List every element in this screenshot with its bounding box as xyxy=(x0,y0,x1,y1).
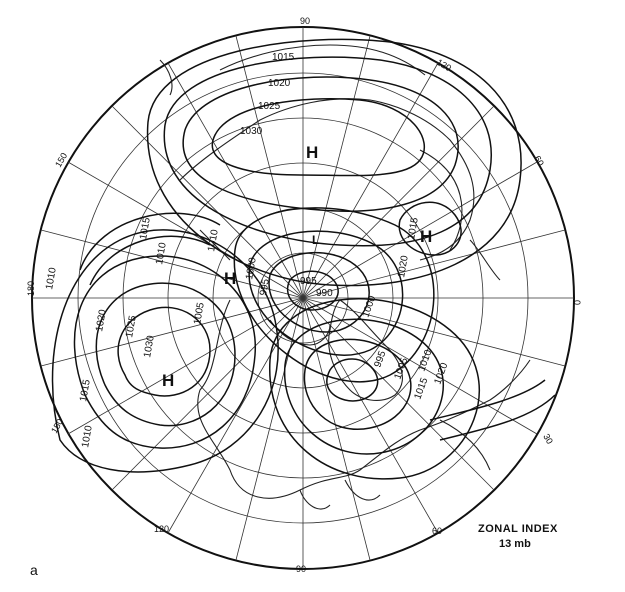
pressure-centers: H H H H L xyxy=(162,143,432,390)
isobar-label: 1000 xyxy=(244,256,259,280)
isobar-label: 1015 xyxy=(78,378,93,402)
zonal-index-subtitle: 13 mb xyxy=(499,538,531,550)
isobar-label: 995 xyxy=(258,278,272,297)
isobar-label: 995 xyxy=(300,276,317,287)
panel-label: a xyxy=(30,562,38,578)
high-center-pacific: H xyxy=(306,143,318,162)
high-center-west: H xyxy=(162,371,174,390)
coastlines xyxy=(159,44,531,510)
isobar-label: 1005 xyxy=(192,301,207,325)
isobar-label: 1020 xyxy=(268,78,291,89)
isobar-label: 1010 xyxy=(80,424,95,448)
isobars xyxy=(51,38,556,480)
isobar-label: 990 xyxy=(316,288,333,299)
isobar-labels: 1015 1020 1025 1030 1015 1010 1010 1020 … xyxy=(44,52,450,449)
high-center-east: H xyxy=(420,227,432,246)
low-center-pole: L xyxy=(312,233,319,247)
high-center-aleutian: H xyxy=(224,269,236,288)
isobar-label: 1015 xyxy=(406,216,421,240)
longitude-label: 60 xyxy=(432,526,442,536)
isobar-label: 1020 xyxy=(396,254,411,278)
isobar-label: 1015 xyxy=(272,52,295,63)
isobar-label: 1025 xyxy=(258,101,281,112)
zonal-index-title: ZONAL INDEX xyxy=(478,523,558,535)
longitude-label: 60 xyxy=(532,154,546,168)
isobar-label: 1015 xyxy=(138,216,153,240)
longitude-label: 90 xyxy=(300,16,310,26)
isobar-label: 1030 xyxy=(142,334,157,358)
longitude-label: 180 xyxy=(26,281,36,296)
isobar-label: 1020 xyxy=(94,308,109,332)
longitude-label: 0 xyxy=(572,300,582,305)
isobar-label: 1010 xyxy=(154,241,169,265)
longitude-label: 90 xyxy=(296,564,306,574)
isobar-label: 1030 xyxy=(240,126,263,137)
isobar-label: 1025 xyxy=(124,314,139,338)
longitude-label: 30 xyxy=(541,432,555,446)
longitude-label: 120 xyxy=(154,524,169,534)
isobar-label: 1010 xyxy=(44,266,59,290)
isobar-label: 1010 xyxy=(206,228,221,252)
